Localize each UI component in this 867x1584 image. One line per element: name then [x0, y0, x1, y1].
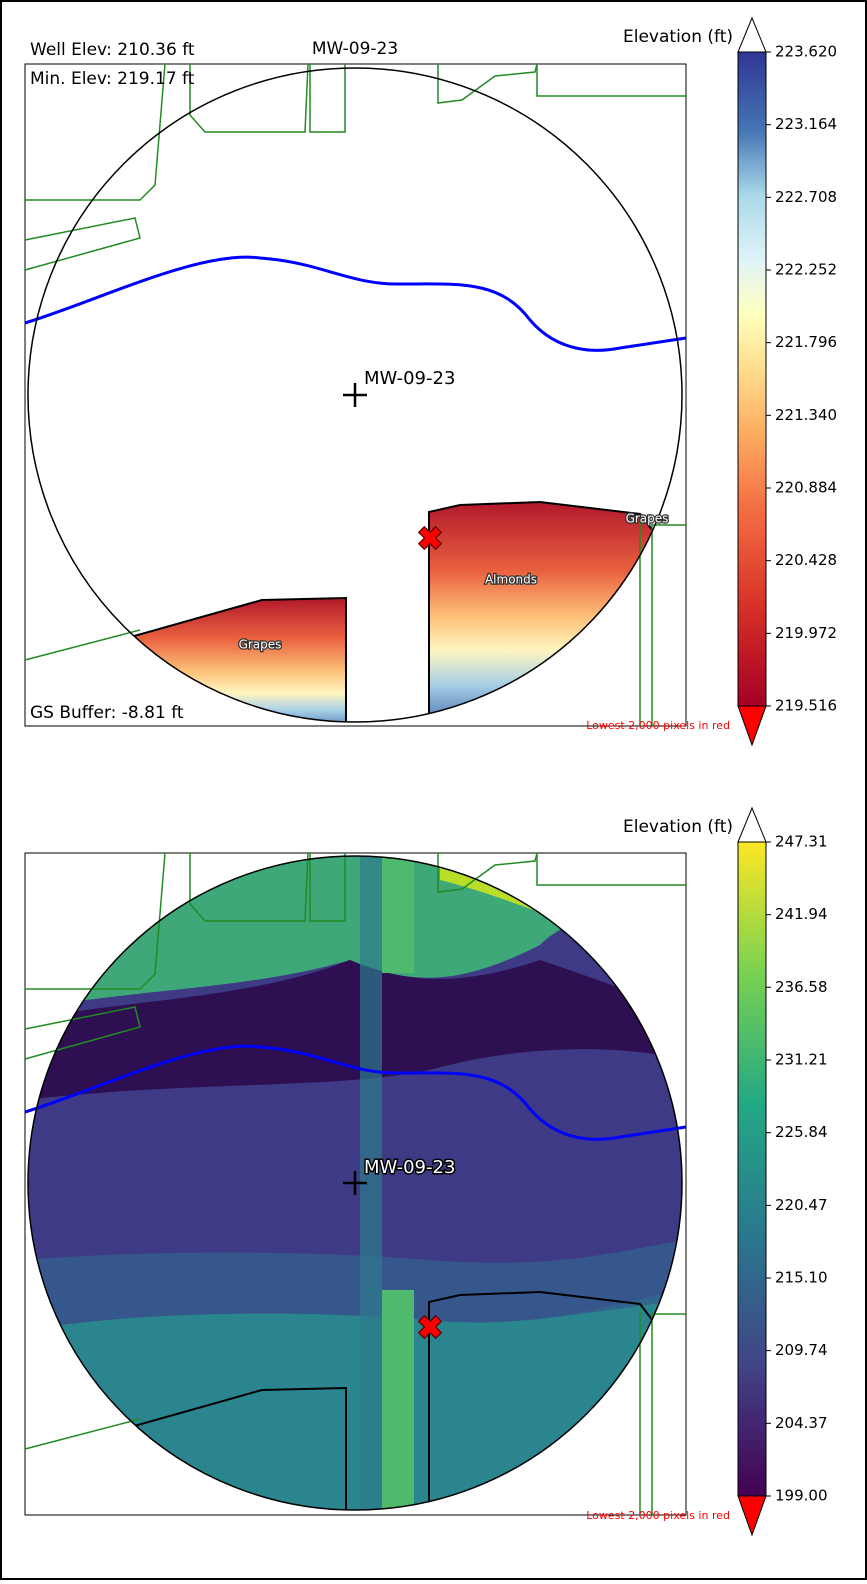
map-top: MW-09-23 Grapes Almonds Grapes MW-09-23 …: [25, 39, 686, 730]
colorbar-tick-label: 236.58: [775, 978, 828, 996]
colorbar-tick-label: 221.340: [775, 406, 837, 424]
colorbar-tick-label: 221.796: [775, 333, 837, 351]
colorbar-tick-label: 220.47: [775, 1196, 828, 1214]
map-bottom: MW-09-23: [25, 853, 686, 1520]
colorbar-tick-label: 222.708: [775, 188, 837, 206]
colorbar-tick-label: 220.428: [775, 551, 837, 569]
field-label: Almonds: [485, 573, 537, 587]
colorbar-tick-label: 225.84: [775, 1123, 828, 1141]
colorbar-tick-label: 222.252: [775, 261, 837, 279]
colorbar-tick-label: 231.21: [775, 1050, 828, 1068]
colorbar-tick-label: 223.164: [775, 115, 837, 133]
colorbar-note: Lowest 2,000 pixels in red: [586, 719, 730, 732]
well-label: MW-09-23: [364, 1157, 455, 1178]
colorbar-tick-label: 241.94: [775, 905, 828, 923]
field-label: Grapes: [626, 512, 669, 526]
colorbar-tick-label: 215.10: [775, 1269, 828, 1287]
colorbar-label: Elevation (ft): [623, 817, 733, 837]
map-title: MW-09-23: [312, 39, 398, 59]
field-label: Grapes: [239, 638, 282, 652]
colorbar-tick-label: 204.37: [775, 1414, 828, 1432]
colorbar-note: Lowest 2,000 pixels in red: [586, 1509, 730, 1522]
well-label: MW-09-23: [364, 368, 455, 389]
colorbar-tick-label: 209.74: [775, 1341, 828, 1359]
annotation: GS Buffer: -8.81 ft: [30, 703, 184, 723]
annotation: Well Elev: 210.36 ft: [30, 40, 195, 60]
colorbar-tick-label: 219.516: [775, 697, 837, 715]
annotation: Min. Elev: 219.17 ft: [30, 69, 195, 89]
colorbar-tick-label: 199.00: [775, 1487, 828, 1505]
colorbar-tick-label: 247.31: [775, 833, 828, 851]
colorbar-tick-label: 223.620: [775, 43, 837, 61]
colorbar-tick-label: 219.972: [775, 624, 837, 642]
colorbar-label: Elevation (ft): [623, 27, 733, 47]
colorbar-tick-label: 220.884: [775, 479, 837, 497]
figure: MW-09-23 Grapes Almonds Grapes MW-09-23 …: [0, 0, 867, 1580]
